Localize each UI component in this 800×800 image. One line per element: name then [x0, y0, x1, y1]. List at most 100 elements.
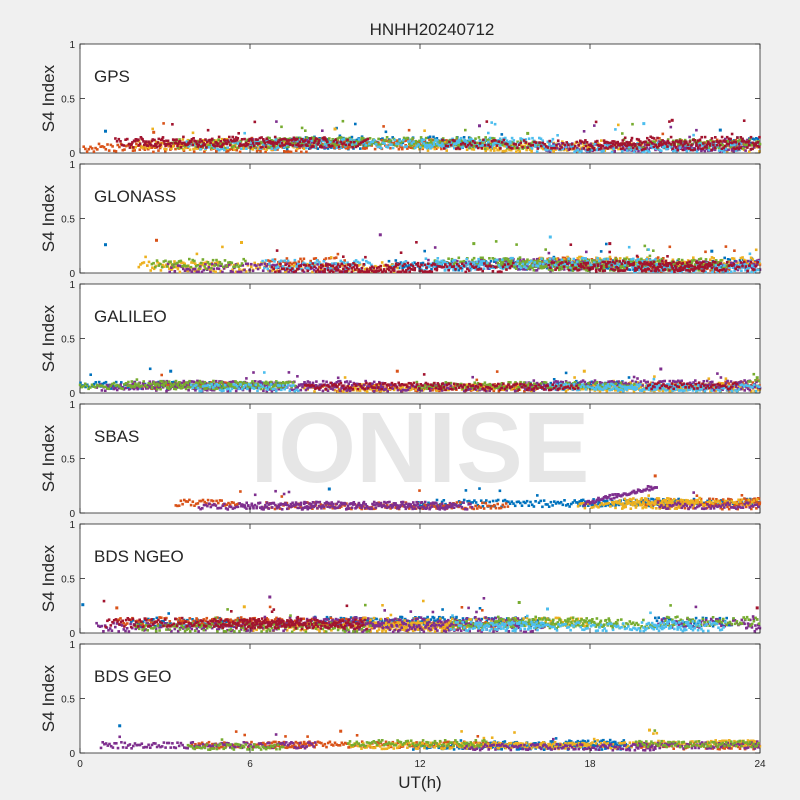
- data-point: [483, 144, 487, 147]
- data-point: [210, 266, 213, 270]
- data-point: [118, 145, 121, 149]
- data-point: [385, 139, 389, 142]
- data-point: [247, 139, 251, 142]
- data-point: [668, 261, 672, 265]
- data-point: [128, 146, 132, 149]
- data-point: [92, 150, 96, 153]
- data-point: [495, 144, 499, 147]
- data-point: [454, 268, 457, 271]
- data-point: [249, 146, 252, 149]
- data-point: [331, 138, 334, 141]
- data-point: [605, 242, 608, 246]
- data-point: [735, 146, 739, 150]
- data-point: [596, 264, 600, 268]
- data-point: [171, 145, 175, 148]
- data-point: [348, 264, 352, 268]
- data-point: [709, 139, 712, 142]
- data-point: [668, 120, 671, 123]
- data-point: [506, 262, 510, 266]
- data-point: [401, 146, 404, 149]
- data-point: [498, 144, 502, 147]
- data-point: [677, 258, 681, 261]
- data-point: [657, 140, 661, 143]
- data-point: [623, 143, 627, 146]
- data-point: [603, 269, 607, 272]
- data-point: [207, 144, 210, 147]
- data-point: [746, 138, 749, 142]
- data-point: [739, 136, 743, 139]
- data-point: [147, 260, 151, 264]
- data-point: [245, 141, 248, 145]
- data-point: [261, 145, 264, 149]
- data-point: [313, 265, 316, 268]
- data-point: [542, 145, 546, 148]
- data-point: [661, 132, 665, 136]
- data-point: [153, 138, 156, 142]
- data-point: [656, 256, 660, 259]
- data-point: [297, 260, 301, 263]
- data-point: [280, 141, 284, 145]
- data-point: [286, 142, 290, 145]
- data-point: [212, 267, 216, 271]
- data-point: [226, 139, 229, 142]
- data-point: [598, 259, 601, 263]
- data-point: [420, 140, 424, 143]
- data-point: [166, 142, 169, 146]
- data-point: [333, 146, 336, 150]
- data-point: [657, 142, 661, 146]
- data-point: [454, 147, 458, 151]
- data-point: [134, 138, 138, 141]
- data-point: [684, 264, 687, 268]
- data-point: [544, 265, 548, 269]
- data-point: [318, 141, 322, 145]
- data-point: [686, 146, 690, 150]
- data-point: [317, 141, 320, 145]
- data-point: [643, 150, 646, 154]
- data-point: [487, 138, 491, 141]
- data-point: [635, 137, 639, 141]
- data-point: [589, 144, 593, 147]
- data-point: [524, 138, 527, 141]
- data-point: [149, 143, 153, 147]
- data-point: [690, 264, 694, 268]
- data-point: [423, 263, 427, 267]
- data-point: [692, 258, 696, 262]
- data-point: [477, 257, 480, 261]
- data-point: [297, 144, 301, 147]
- data-point: [449, 262, 452, 266]
- data-point: [220, 137, 224, 141]
- data-point: [204, 138, 207, 141]
- data-point: [734, 138, 738, 142]
- data-point: [197, 270, 200, 273]
- data-point: [559, 144, 562, 148]
- data-point: [194, 139, 197, 143]
- data-point: [514, 262, 518, 266]
- data-point: [325, 140, 329, 144]
- data-point: [621, 132, 624, 135]
- data-point: [582, 147, 585, 150]
- data-point: [268, 262, 271, 266]
- data-point: [575, 140, 579, 144]
- data-point: [606, 257, 610, 261]
- data-point: [260, 136, 263, 139]
- data-point: [746, 146, 749, 149]
- data-point: [587, 143, 591, 147]
- data-point: [729, 143, 733, 147]
- data-point: [464, 143, 468, 147]
- data-point: [628, 141, 631, 144]
- spike-point: [710, 249, 714, 253]
- data-point: [644, 143, 647, 146]
- data-point: [568, 147, 572, 151]
- data-point: [713, 148, 717, 152]
- data-point: [445, 265, 449, 268]
- data-point: [359, 141, 363, 144]
- data-point: [187, 141, 190, 145]
- y-tick-label: 0.5: [61, 95, 75, 106]
- data-point: [594, 120, 598, 124]
- y-tick-label: 0: [69, 269, 75, 280]
- data-point: [328, 137, 331, 140]
- data-point: [427, 145, 431, 149]
- data-point: [230, 147, 233, 151]
- data-point: [551, 269, 554, 272]
- data-point: [173, 141, 177, 145]
